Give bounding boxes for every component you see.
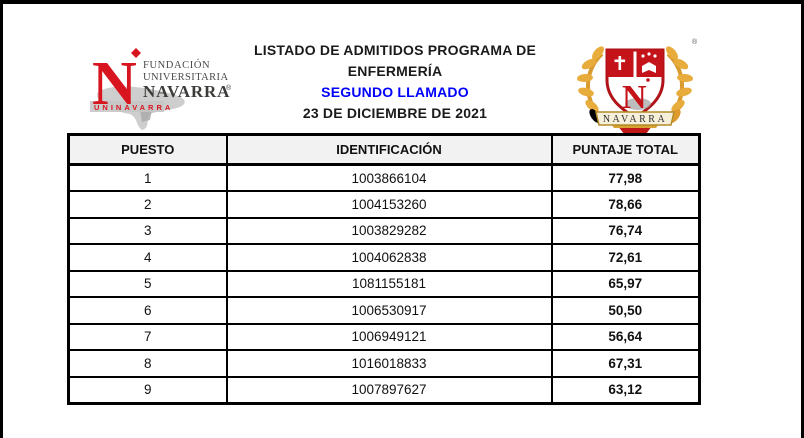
crest-banner bbox=[595, 111, 675, 126]
page-frame-left bbox=[0, 0, 3, 438]
logo-line3: NAVARRA bbox=[143, 82, 230, 101]
column-header-identificacion: IDENTIFICACIÓN bbox=[225, 133, 553, 166]
uninavarra-logo: N FUNDACIÓN UNIVERSITARIA NAVARRA ® UNIN… bbox=[80, 40, 245, 132]
cell-identificacion: 1007897627 bbox=[225, 375, 553, 404]
cell-puntaje-total: 72,61 bbox=[550, 243, 701, 272]
column-header-puesto: PUESTO bbox=[67, 133, 228, 166]
book-icon bbox=[642, 62, 649, 73]
cell-puntaje-total: 77,98 bbox=[550, 163, 701, 192]
logo-line2: UNIVERSITARIA bbox=[143, 72, 228, 83]
table-row: 7 1006949121 56,64 bbox=[67, 322, 701, 351]
cell-puesto: 5 bbox=[67, 269, 228, 298]
cell-identificacion: 1003866104 bbox=[225, 163, 553, 192]
cell-puesto: 7 bbox=[67, 322, 228, 351]
title-line-2: ENFERMERÍA bbox=[347, 63, 443, 79]
subtitle: SEGUNDO LLAMADO bbox=[321, 84, 469, 100]
title-line-1: LISTADO DE ADMITIDOS PROGRAMA DE bbox=[254, 42, 536, 58]
cell-identificacion: 1006949121 bbox=[225, 322, 553, 351]
logo-letter: N bbox=[92, 50, 137, 118]
logo-line1: FUNDACIÓN bbox=[143, 59, 210, 71]
book-icon-right bbox=[649, 62, 656, 73]
cell-puesto: 9 bbox=[67, 375, 228, 404]
cell-identificacion: 1016018833 bbox=[225, 349, 553, 378]
table-row: 3 1003829282 76,74 bbox=[67, 216, 701, 245]
column-header-puntaje-total: PUNTAJE TOTAL bbox=[550, 133, 701, 166]
uninavarra-logo-icon: N FUNDACIÓN UNIVERSITARIA NAVARRA ® UNIN… bbox=[90, 48, 232, 130]
admitted-table: PUESTO IDENTIFICACIÓN PUNTAJE TOTAL 1 100… bbox=[67, 133, 701, 405]
cell-identificacion: 1004153260 bbox=[225, 190, 553, 219]
logo-registered: ® bbox=[226, 84, 232, 92]
cell-puesto: 3 bbox=[67, 216, 228, 245]
document-title-block: LISTADO DE ADMITIDOS PROGRAMA DE ENFERME… bbox=[235, 40, 555, 124]
cell-identificacion: 1004062838 bbox=[225, 243, 553, 272]
crest-letter: N bbox=[622, 79, 647, 116]
table-row: 9 1007897627 63,12 bbox=[67, 375, 701, 404]
cell-puesto: 4 bbox=[67, 243, 228, 272]
map-silhouette-lower bbox=[140, 110, 152, 122]
crest-banner-text: NAVARRA bbox=[603, 114, 667, 125]
table-row: 4 1004062838 72,61 bbox=[67, 243, 701, 272]
cell-identificacion: 1081155181 bbox=[225, 269, 553, 298]
navarra-crest-icon: N NAVARRA ® bbox=[577, 38, 698, 134]
cell-puntaje-total: 76,74 bbox=[550, 216, 701, 245]
star-icon bbox=[647, 52, 651, 56]
page-frame-top bbox=[0, 0, 804, 4]
cell-puesto: 2 bbox=[67, 190, 228, 219]
date-line: 23 DE DICIEMBRE DE 2021 bbox=[302, 105, 488, 121]
table-row: 5 1081155181 65,97 bbox=[67, 269, 701, 298]
cell-identificacion: 1006530917 bbox=[225, 296, 553, 325]
navarra-crest: N NAVARRA ® bbox=[568, 28, 702, 138]
cell-puntaje-total: 56,64 bbox=[550, 322, 701, 351]
table-header-row: PUESTO IDENTIFICACIÓN PUNTAJE TOTAL bbox=[67, 133, 701, 166]
cell-puesto: 1 bbox=[67, 163, 228, 192]
tagline-band bbox=[90, 101, 164, 112]
cell-puesto: 6 bbox=[67, 296, 228, 325]
table-row: 6 1006530917 50,50 bbox=[67, 296, 701, 325]
star-icon bbox=[653, 54, 657, 58]
crest-registered: ® bbox=[692, 38, 698, 46]
page-frame-right bbox=[801, 0, 804, 438]
cell-puntaje-total: 67,31 bbox=[550, 349, 701, 378]
cell-puntaje-total: 78,66 bbox=[550, 190, 701, 219]
table-row: 2 1004153260 78,66 bbox=[67, 190, 701, 219]
cross-bar bbox=[614, 59, 626, 63]
crest-letter-dot bbox=[646, 78, 650, 82]
cell-puesto: 8 bbox=[67, 349, 228, 378]
table-row: 8 1016018833 67,31 bbox=[67, 349, 701, 378]
table-row: 1 1003866104 77,98 bbox=[67, 163, 701, 192]
cross-icon bbox=[618, 56, 622, 70]
shield-map-silhouette bbox=[625, 98, 651, 110]
cell-puntaje-total: 50,50 bbox=[550, 296, 701, 325]
logo-tagline: UNINAVARRA bbox=[94, 103, 173, 112]
cell-puntaje-total: 63,12 bbox=[550, 375, 701, 404]
cell-puntaje-total: 65,97 bbox=[550, 269, 701, 298]
logo-diamond bbox=[131, 48, 141, 58]
cell-identificacion: 1003829282 bbox=[225, 216, 553, 245]
star-icon bbox=[641, 54, 645, 58]
